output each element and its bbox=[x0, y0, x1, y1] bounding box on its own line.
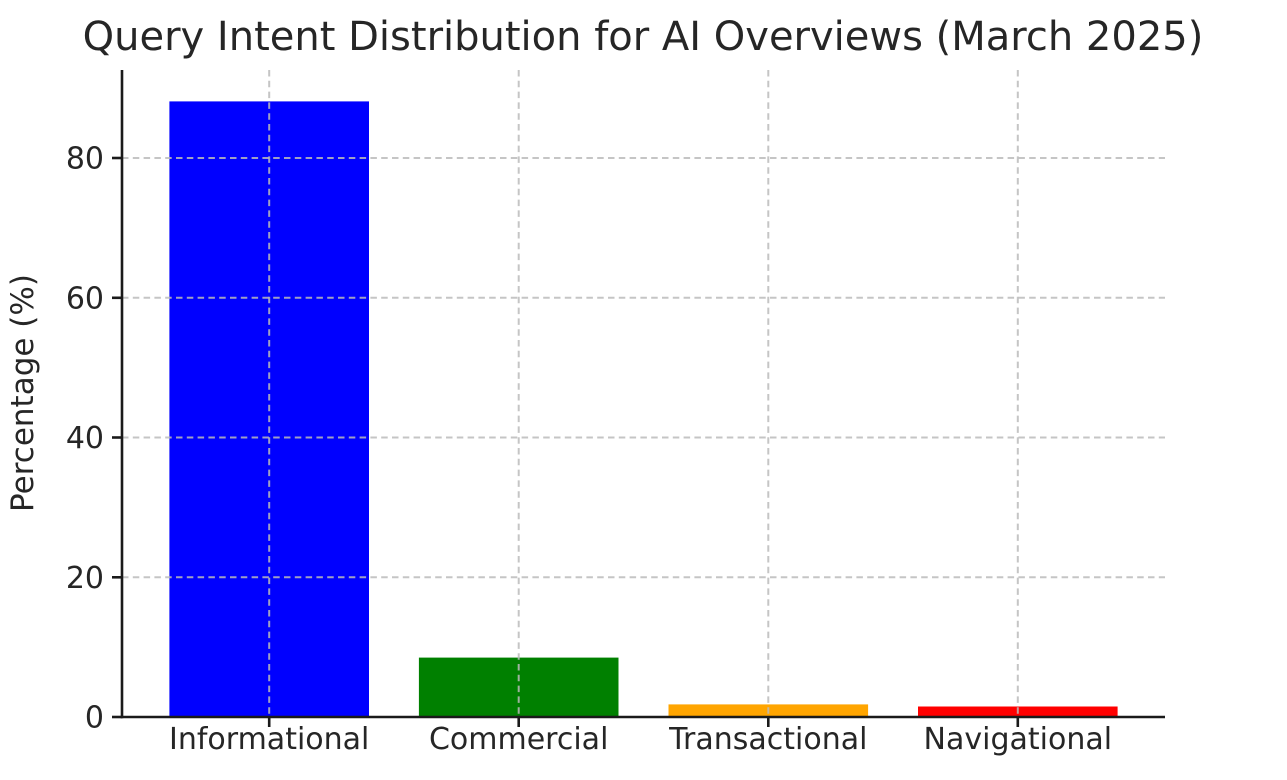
y-tick-label-20: 20 bbox=[66, 561, 104, 596]
x-tick-label-informational: Informational bbox=[169, 722, 369, 757]
y-axis-label: Percentage (%) bbox=[5, 274, 41, 512]
x-tick-label-commercial: Commercial bbox=[429, 722, 608, 757]
x-tick-label-navigational: Navigational bbox=[924, 722, 1113, 757]
y-tick-label-40: 40 bbox=[66, 421, 104, 456]
chart-title: Query Intent Distribution for AI Overvie… bbox=[83, 14, 1204, 60]
y-tick-label-60: 60 bbox=[66, 281, 104, 316]
plot-area: 0 20 40 60 80 Informational Commercial Transact… bbox=[66, 70, 1165, 757]
y-tick-label-0: 0 bbox=[85, 701, 104, 736]
y-tick-label-80: 80 bbox=[66, 142, 104, 177]
x-tick-label-transactional: Transactional bbox=[668, 722, 867, 757]
